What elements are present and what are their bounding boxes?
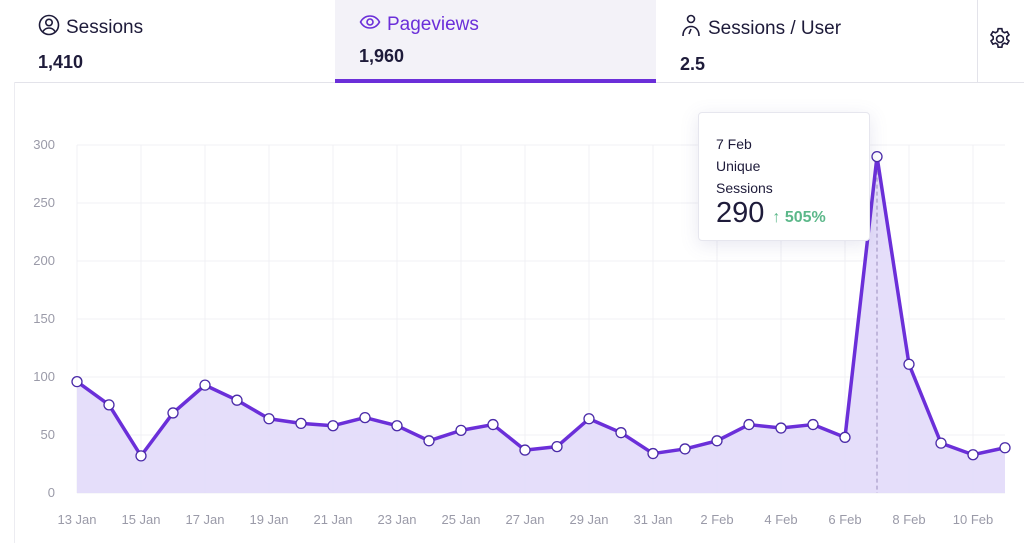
settings-button[interactable]	[977, 0, 1022, 82]
y-tick-label: 250	[33, 195, 55, 210]
data-point	[679, 443, 691, 455]
x-tick-label: 15 Jan	[121, 512, 160, 527]
x-tick-label: 17 Jan	[185, 512, 224, 527]
x-tick-label: 29 Jan	[569, 512, 608, 527]
data-point	[551, 440, 563, 453]
data-point	[903, 358, 915, 370]
x-tick-label: 27 Jan	[505, 512, 544, 527]
tab-value: 2.5	[680, 54, 706, 74]
x-tick-label: 23 Jan	[377, 512, 416, 527]
person-icon	[680, 14, 702, 44]
tab-label: Sessions	[66, 17, 144, 38]
data-point	[199, 379, 211, 391]
area-fill	[77, 156, 1005, 493]
series-line	[75, 154, 1006, 458]
data-point	[263, 413, 275, 425]
tab-value: 1,410	[38, 52, 84, 72]
data-point	[423, 435, 435, 447]
y-tick-label: 300	[33, 137, 55, 152]
eye-icon	[359, 14, 381, 36]
data-point	[359, 411, 371, 424]
y-tick-label: 100	[33, 369, 55, 384]
tooltip-date: 7 Feb	[716, 136, 752, 152]
metric-tabs: Sessions 1,410 Pageviews 1,960 Sessions …	[14, 0, 1024, 83]
data-point	[999, 442, 1011, 454]
y-tick-label: 0	[48, 485, 55, 500]
tab-pageviews[interactable]: Pageviews 1,960	[335, 0, 656, 83]
tooltip-change: 505%	[784, 209, 826, 226]
x-tick-label: 13 Jan	[57, 512, 96, 527]
data-point	[967, 449, 979, 461]
y-tick-label: 200	[33, 253, 55, 268]
data-point	[583, 413, 595, 425]
gear-icon	[987, 26, 1013, 57]
data-point	[71, 375, 83, 388]
data-point	[487, 418, 499, 431]
data-point	[871, 150, 883, 163]
data-point	[167, 407, 179, 419]
data-point	[455, 424, 467, 437]
x-tick-label: 21 Jan	[313, 512, 352, 527]
x-tick-label: 2 Feb	[700, 512, 733, 527]
data-point	[775, 422, 787, 434]
user-circle-icon	[38, 14, 60, 42]
y-tick-label: 150	[33, 311, 55, 326]
data-point	[295, 417, 307, 430]
tab-label: Pageviews	[387, 14, 479, 35]
tab-sessions-per-user[interactable]: Sessions / User 2.5	[656, 0, 977, 82]
tab-label: Sessions / User	[708, 18, 842, 39]
data-point	[839, 431, 851, 443]
x-tick-label: 19 Jan	[249, 512, 288, 527]
chart-tooltip: 7 Feb Unique Sessions 290 ↑ 505%	[698, 112, 870, 241]
x-tick-label: 6 Feb	[828, 512, 861, 527]
data-point	[647, 447, 659, 460]
data-point	[711, 435, 723, 447]
data-point	[327, 420, 339, 432]
data-point	[807, 418, 819, 431]
tooltip-value: 290	[716, 197, 765, 229]
data-point	[103, 399, 115, 411]
data-point	[615, 427, 627, 439]
arrow-up-icon: ↑	[772, 209, 781, 226]
data-point	[935, 437, 947, 449]
data-point	[231, 394, 243, 406]
x-tick-label: 8 Feb	[892, 512, 925, 527]
panel-border	[14, 82, 15, 543]
tab-sessions[interactable]: Sessions 1,410	[14, 0, 335, 82]
tab-value: 1,960	[359, 46, 405, 66]
data-point	[743, 418, 755, 431]
data-point	[519, 444, 531, 456]
tooltip-label-1: Unique	[716, 158, 761, 174]
data-point	[391, 420, 403, 432]
x-tick-label: 10 Feb	[953, 512, 993, 527]
data-point	[135, 450, 147, 462]
x-tick-label: 4 Feb	[764, 512, 797, 527]
x-tick-label: 31 Jan	[633, 512, 672, 527]
tooltip-label-2: Sessions	[716, 180, 773, 196]
y-tick-label: 50	[41, 427, 55, 442]
x-tick-label: 25 Jan	[441, 512, 480, 527]
